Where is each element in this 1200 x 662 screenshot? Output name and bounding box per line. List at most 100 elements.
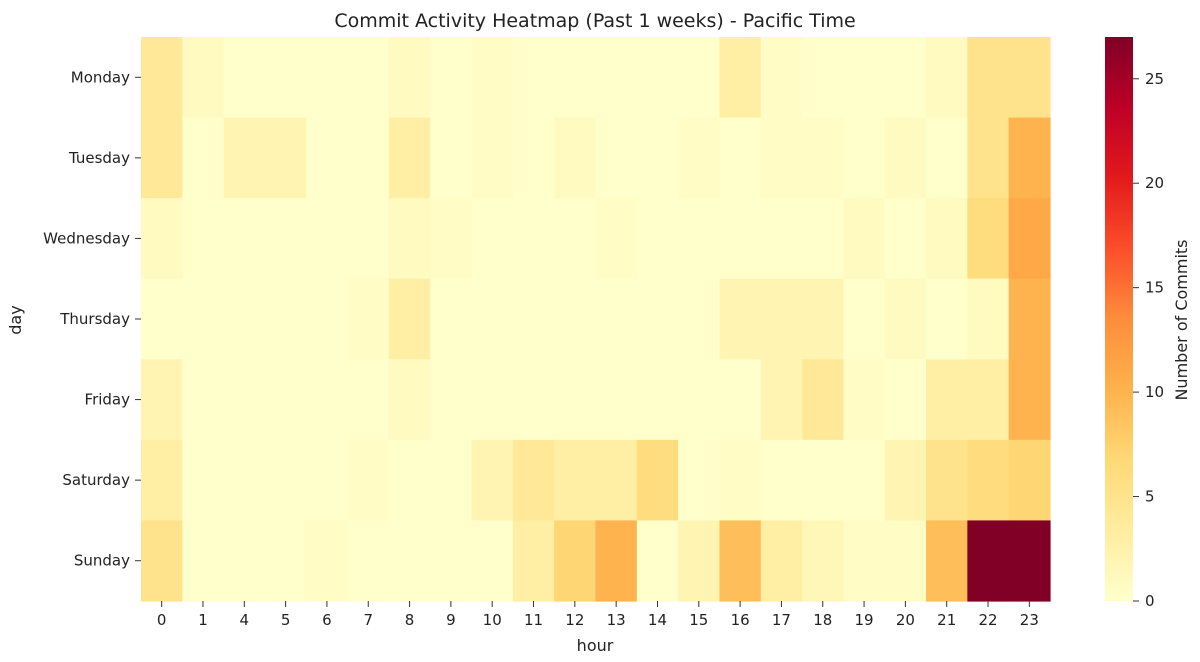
- heatmap-cell: [760, 198, 803, 280]
- heatmap-cell: [388, 117, 431, 199]
- heatmap-cell: [264, 520, 307, 602]
- colorbar-tick-label: 25: [1145, 70, 1164, 88]
- x-tick-label: 4: [240, 611, 250, 629]
- heatmap-cell: [471, 117, 514, 199]
- heatmap-cell: [182, 198, 225, 280]
- heatmap-cells: [141, 37, 1051, 602]
- heatmap-cell: [264, 439, 307, 522]
- x-tick-label: 8: [405, 611, 415, 629]
- heatmap-cell: [223, 37, 266, 119]
- colorbar-tick-label: 20: [1145, 174, 1164, 192]
- heatmap-cell: [1008, 278, 1051, 360]
- colorbar-tick-label: 5: [1145, 488, 1155, 506]
- heatmap-cell: [967, 37, 1010, 119]
- heatmap-cell: [802, 359, 845, 441]
- heatmap-cell: [595, 198, 638, 280]
- heatmap-cell: [182, 359, 225, 441]
- heatmap-cell: [967, 439, 1010, 522]
- heatmap-cell: [636, 439, 679, 522]
- heatmap-cell: [306, 117, 349, 199]
- heatmap-cell: [430, 117, 473, 199]
- heatmap-cell: [760, 520, 803, 602]
- heatmap-cell: [636, 198, 679, 280]
- x-axis-label: hour: [577, 636, 614, 655]
- heatmap-cell: [967, 278, 1010, 360]
- heatmap-cell: [554, 37, 597, 119]
- colorbar-ticks: 0 5 10 15 20 25: [1133, 70, 1164, 610]
- heatmap-cell: [306, 520, 349, 602]
- heatmap-cell: [141, 117, 183, 199]
- x-tick-label: 6: [322, 611, 332, 629]
- x-tick-label: 17: [772, 611, 791, 629]
- x-tick-label: 16: [731, 611, 750, 629]
- heatmap-cell: [388, 520, 431, 602]
- heatmap-cell: [802, 439, 845, 522]
- colorbar: [1105, 37, 1133, 601]
- y-axis: Monday Tuesday Wednesday Thursday Friday Satu…: [43, 68, 141, 570]
- x-tick-label: 19: [855, 611, 874, 629]
- heatmap-cell: [926, 439, 968, 522]
- x-tick-label: 10: [483, 611, 502, 629]
- heatmap-cell: [430, 520, 473, 602]
- heatmap-cell: [843, 439, 886, 522]
- heatmap-cell: [141, 37, 183, 119]
- heatmap-cell: [512, 198, 555, 280]
- heatmap-cell: [843, 117, 886, 199]
- heatmap-cell: [347, 278, 390, 360]
- heatmap-cell: [306, 278, 349, 360]
- heatmap-cell: [264, 359, 307, 441]
- heatmap-cell: [471, 359, 514, 441]
- colorbar-tick-label: 15: [1145, 279, 1164, 297]
- heatmap-cell: [347, 359, 390, 441]
- heatmap-cell: [347, 520, 390, 602]
- heatmap-cell: [1008, 37, 1051, 119]
- heatmap-cell: [388, 198, 431, 280]
- heatmap-cell: [636, 117, 679, 199]
- heatmap-cell: [306, 359, 349, 441]
- heatmap-cell: [760, 439, 803, 522]
- heatmap-cell: [430, 359, 473, 441]
- heatmap-cell: [967, 359, 1010, 441]
- heatmap-cell: [554, 117, 597, 199]
- heatmap-cell: [182, 439, 225, 522]
- heatmap-cell: [306, 198, 349, 280]
- heatmap-cell: [388, 439, 431, 522]
- x-tick-label: 20: [896, 611, 915, 629]
- heatmap-cell: [1008, 439, 1051, 522]
- heatmap-cell: [430, 439, 473, 522]
- heatmap-cell: [1008, 520, 1051, 602]
- heatmap-cell: [595, 117, 638, 199]
- x-tick-label: 15: [689, 611, 708, 629]
- heatmap-cell: [678, 198, 721, 280]
- heatmap-cell: [802, 198, 845, 280]
- x-tick-label: 12: [565, 611, 584, 629]
- heatmap-cell: [347, 117, 390, 199]
- heatmap-cell: [719, 439, 762, 522]
- x-tick-label: 22: [978, 611, 997, 629]
- heatmap-cell: [471, 37, 514, 119]
- heatmap-cell: [678, 37, 721, 119]
- heatmap-cell: [802, 520, 845, 602]
- heatmap-cell: [843, 278, 886, 360]
- heatmap-cell: [1008, 117, 1051, 199]
- heatmap-cell: [843, 359, 886, 441]
- x-tick-label: 11: [524, 611, 543, 629]
- heatmap-cell: [802, 278, 845, 360]
- heatmap-cell: [471, 439, 514, 522]
- heatmap-cell: [223, 278, 266, 360]
- y-tick-label: Wednesday: [43, 229, 130, 247]
- heatmap-cell: [926, 520, 968, 602]
- heatmap-cell: [554, 359, 597, 441]
- heatmap-cell: [471, 198, 514, 280]
- heatmap-cell: [678, 439, 721, 522]
- heatmap-cell: [926, 117, 968, 199]
- heatmap-cell: [884, 198, 927, 280]
- heatmap-cell: [636, 520, 679, 602]
- heatmap-cell: [926, 278, 968, 360]
- y-tick-label: Sunday: [74, 552, 130, 570]
- heatmap-cell: [554, 520, 597, 602]
- heatmap-cell: [595, 520, 638, 602]
- heatmap-cell: [843, 520, 886, 602]
- x-tick-label: 13: [607, 611, 626, 629]
